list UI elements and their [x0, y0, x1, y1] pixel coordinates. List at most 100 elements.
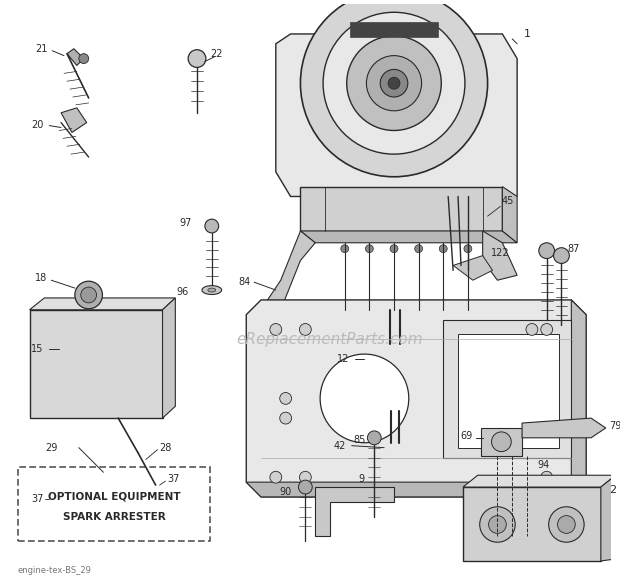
Circle shape: [301, 0, 487, 177]
Circle shape: [270, 323, 281, 335]
Polygon shape: [246, 482, 586, 497]
Circle shape: [549, 507, 584, 542]
Circle shape: [554, 248, 569, 263]
Circle shape: [298, 480, 312, 494]
Circle shape: [79, 54, 89, 64]
Circle shape: [44, 487, 64, 507]
Bar: [350, 22, 438, 37]
Circle shape: [557, 516, 575, 533]
Text: engine-tex-BS_29: engine-tex-BS_29: [18, 566, 92, 575]
Polygon shape: [30, 298, 175, 310]
Text: 87: 87: [567, 243, 580, 253]
Circle shape: [280, 412, 291, 424]
Text: 12: 12: [337, 354, 349, 364]
Ellipse shape: [202, 286, 221, 295]
Polygon shape: [261, 231, 315, 310]
Polygon shape: [301, 231, 517, 243]
Polygon shape: [601, 475, 616, 561]
Ellipse shape: [390, 445, 400, 450]
Polygon shape: [453, 256, 492, 280]
Circle shape: [539, 243, 554, 259]
Text: 29: 29: [45, 443, 58, 453]
Text: 122: 122: [491, 248, 510, 258]
Polygon shape: [463, 475, 616, 487]
Circle shape: [360, 329, 430, 399]
Ellipse shape: [384, 443, 406, 453]
Circle shape: [366, 56, 422, 111]
Text: 28: 28: [159, 443, 172, 453]
Circle shape: [541, 472, 552, 483]
Text: SPARK ARRESTER: SPARK ARRESTER: [63, 512, 166, 522]
Circle shape: [75, 281, 102, 309]
Polygon shape: [61, 108, 87, 132]
Circle shape: [377, 346, 413, 382]
Circle shape: [365, 245, 373, 253]
Text: 94: 94: [538, 460, 550, 470]
Text: 37: 37: [167, 474, 180, 484]
Text: 15: 15: [31, 344, 43, 354]
Text: 18: 18: [35, 273, 48, 283]
Circle shape: [323, 12, 465, 154]
Circle shape: [380, 69, 408, 97]
Text: 96: 96: [177, 287, 189, 297]
Text: 37: 37: [31, 494, 43, 504]
Circle shape: [270, 472, 281, 483]
Polygon shape: [571, 300, 586, 497]
Polygon shape: [480, 428, 522, 456]
Circle shape: [205, 219, 219, 233]
Text: 90: 90: [280, 487, 292, 497]
Text: 84: 84: [238, 277, 250, 287]
Text: OPTIONAL EQUIPMENT: OPTIONAL EQUIPMENT: [48, 492, 180, 502]
Circle shape: [390, 245, 398, 253]
Text: 2: 2: [609, 485, 616, 495]
Circle shape: [299, 323, 311, 335]
Circle shape: [81, 287, 97, 303]
Polygon shape: [463, 487, 601, 561]
Text: eReplacementParts.com: eReplacementParts.com: [237, 332, 423, 347]
Text: 85: 85: [353, 435, 366, 445]
Ellipse shape: [208, 288, 216, 292]
Circle shape: [388, 77, 400, 89]
Text: 42: 42: [334, 440, 346, 450]
Polygon shape: [67, 49, 84, 65]
Polygon shape: [315, 487, 394, 536]
Polygon shape: [246, 300, 586, 497]
Polygon shape: [162, 298, 175, 418]
Circle shape: [348, 317, 442, 411]
Circle shape: [280, 393, 291, 405]
Polygon shape: [443, 320, 571, 457]
Polygon shape: [30, 310, 162, 418]
Circle shape: [480, 507, 515, 542]
Circle shape: [440, 245, 447, 253]
Circle shape: [320, 354, 409, 443]
Circle shape: [492, 432, 512, 452]
FancyBboxPatch shape: [18, 467, 210, 541]
Polygon shape: [301, 186, 502, 231]
Circle shape: [526, 323, 538, 335]
Text: 79: 79: [609, 421, 620, 431]
Circle shape: [415, 245, 423, 253]
Polygon shape: [458, 335, 559, 447]
Circle shape: [341, 245, 348, 253]
Polygon shape: [522, 418, 606, 438]
Circle shape: [489, 516, 507, 533]
Polygon shape: [482, 231, 517, 280]
Polygon shape: [276, 34, 517, 196]
Circle shape: [368, 431, 381, 445]
Circle shape: [347, 36, 441, 131]
Text: 9: 9: [358, 474, 365, 484]
Circle shape: [464, 245, 472, 253]
Circle shape: [188, 50, 206, 68]
Circle shape: [148, 479, 164, 495]
Text: 20: 20: [31, 119, 43, 129]
Circle shape: [49, 492, 59, 502]
Text: 97: 97: [180, 218, 192, 228]
Text: 21: 21: [35, 44, 48, 54]
Circle shape: [541, 323, 552, 335]
Text: 69: 69: [461, 431, 473, 441]
Text: 22: 22: [210, 49, 223, 59]
Circle shape: [388, 357, 402, 371]
Text: 1: 1: [523, 29, 531, 39]
Circle shape: [299, 472, 311, 483]
Text: 45: 45: [501, 196, 513, 206]
